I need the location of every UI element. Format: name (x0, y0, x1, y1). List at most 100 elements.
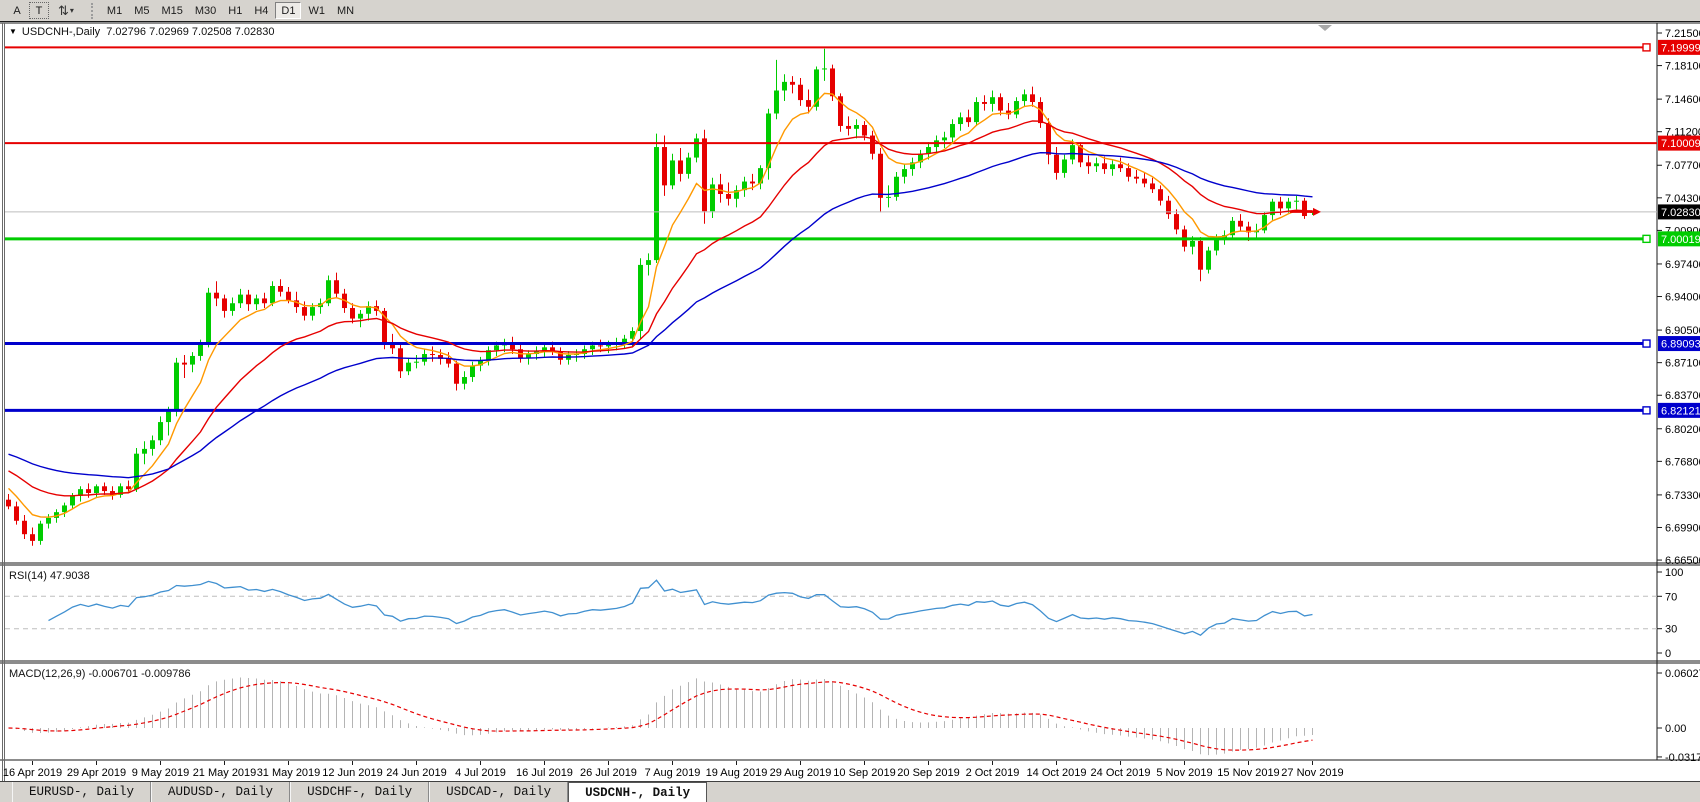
price-tick-label: 6.80200 (1665, 424, 1700, 436)
text-tool-button[interactable]: T (29, 2, 49, 19)
date-tick-label: 26 Jul 2019 (580, 767, 637, 779)
rsi-tick-label: 100 (1665, 567, 1683, 579)
price-tick-label: 6.94000 (1665, 292, 1700, 304)
chart-tab-usdcnh[interactable]: USDCNH-, Daily (568, 782, 708, 802)
rsi-pane[interactable] (5, 579, 1657, 636)
date-tick-label: 31 May 2019 (257, 767, 321, 779)
hline-drag-handle[interactable] (1642, 406, 1651, 415)
svg-text:7.10009: 7.10009 (1661, 138, 1700, 150)
timeframe-button-m5[interactable]: M5 (134, 4, 150, 17)
date-tick-label: 4 Jul 2019 (455, 767, 506, 779)
date-tick-label: 29 Apr 2019 (67, 767, 126, 779)
price-tick-label: 6.83700 (1665, 390, 1700, 402)
chart-info-bar[interactable]: ▼ USDCNH-,Daily 7.02796 7.02969 7.02508 7… (9, 26, 274, 38)
macd-tick-label: 0.060273 (1665, 668, 1700, 680)
price-tick-label: 6.76800 (1665, 456, 1700, 468)
timeframe-button-w1[interactable]: W1 (308, 4, 325, 17)
macd-tick-label: -0.031725 (1665, 752, 1700, 764)
date-axis[interactable]: 16 Apr 2019 29 Apr 2019 9 May 2019 21 May 2… (3, 761, 1344, 779)
rsi-line (48, 579, 1313, 636)
timeframe-button-h4[interactable]: H4 (254, 4, 269, 17)
date-tick-label: 29 Aug 2019 (770, 767, 832, 779)
macd-indicator-label: MACD(12,26,9) -0.006701 -0.009786 (9, 668, 191, 680)
date-tick-label: 2 Oct 2019 (966, 767, 1020, 779)
hline-7.19999[interactable] (5, 43, 1651, 52)
rsi-tick-label: 0 (1665, 648, 1671, 660)
rsi-tick-label: 30 (1665, 624, 1677, 636)
date-tick-label: 10 Sep 2019 (833, 767, 895, 779)
chart-tab-eurusd[interactable]: EURUSD-, Daily (12, 782, 152, 802)
svg-text:7.00019: 7.00019 (1661, 234, 1700, 246)
date-tick-label: 21 May 2019 (193, 767, 257, 779)
symbol-ohlc-text: USDCNH-,Daily 7.02796 7.02969 7.02508 7.… (21, 26, 275, 38)
date-tick-label: 19 Aug 2019 (706, 767, 768, 779)
svg-text:6.89093: 6.89093 (1661, 339, 1700, 351)
date-tick-label: 14 Oct 2019 (1027, 767, 1087, 779)
macd-pane[interactable] (8, 677, 1313, 756)
hline-6.89093[interactable] (5, 339, 1651, 348)
chevron-down-icon: ▾ (69, 6, 74, 15)
date-tick-label: 15 Nov 2019 (1217, 767, 1279, 779)
timeframe-button-m30[interactable]: M30 (194, 4, 217, 17)
hline-drag-handle[interactable] (1642, 43, 1651, 52)
chart-dropdown-icon[interactable]: ▼ (9, 27, 17, 36)
timeframe-button-m15[interactable]: M15 (161, 4, 183, 17)
date-tick-label: 27 Nov 2019 (1281, 767, 1343, 779)
date-tick-label: 12 Jun 2019 (322, 767, 383, 779)
hline-7.00019[interactable] (5, 234, 1651, 244)
price-tag-6.82121: 6.82121 (1658, 402, 1700, 418)
rsi-indicator-label: RSI(14) 47.9038 (9, 570, 90, 582)
svg-text:7.02830: 7.02830 (1661, 207, 1700, 219)
hline-drag-handle[interactable] (1642, 339, 1651, 348)
price-tick-label: 7.07700 (1665, 160, 1700, 172)
toolbar-separator (90, 2, 94, 19)
svg-text:6.82121: 6.82121 (1661, 405, 1700, 417)
arrows-tool-button[interactable]: ⇅ ▾ (53, 2, 79, 19)
chart-tabs-bar: EURUSD-, Daily AUDUSD-, Daily USDCHF-, Dai… (0, 781, 1700, 802)
price-tag-7.19999: 7.19999 (1658, 39, 1700, 55)
price-tick-label: 7.21500 (1665, 28, 1700, 40)
date-tick-label: 16 Jul 2019 (516, 767, 573, 779)
price-tick-label: 6.66500 (1665, 555, 1700, 567)
price-tick-label: 6.69900 (1665, 522, 1700, 534)
macd-signal-line (8, 681, 1313, 751)
timeframe-button-h1[interactable]: H1 (228, 4, 243, 17)
candlestick-layer (6, 48, 1315, 546)
date-tick-label: 24 Jun 2019 (386, 767, 447, 779)
date-tick-label: 16 Apr 2019 (3, 767, 62, 779)
arrows-tool-icon: ⇅ (58, 3, 69, 18)
rsi-tick-label: 70 (1665, 591, 1677, 603)
svg-text:7.19999: 7.19999 (1661, 42, 1700, 54)
price-tag-7.10009: 7.10009 (1658, 135, 1700, 151)
chart-tab-usdcad[interactable]: USDCAD-, Daily (429, 782, 569, 802)
date-tick-label: 5 Nov 2019 (1156, 767, 1212, 779)
ma-mid-red (8, 120, 1313, 497)
price-tick-label: 6.97400 (1665, 259, 1700, 271)
hline-drag-handle[interactable] (1642, 234, 1651, 244)
price-tick-label: 7.14600 (1665, 94, 1700, 106)
price-tick-label: 7.18100 (1665, 61, 1700, 73)
timeframe-button-d1[interactable]: D1 (275, 2, 302, 19)
date-tick-label: 20 Sep 2019 (897, 767, 959, 779)
price-axis[interactable]: 7.215007.181007.146007.112007.077007.043… (1657, 28, 1700, 764)
date-tick-label: 9 May 2019 (132, 767, 189, 779)
top-toolbar: A T ⇅ ▾ M1 M5 M15 M30 H1 H4 D1 W1 MN (0, 0, 1700, 22)
price-tag-7.00019: 7.00019 (1658, 231, 1700, 247)
chart-shift-marker[interactable] (1318, 25, 1332, 31)
price-tick-label: 6.87100 (1665, 358, 1700, 370)
timeframe-button-mn[interactable]: MN (336, 4, 355, 17)
price-tag-6.89093: 6.89093 (1658, 336, 1700, 352)
ma-fast-orange (8, 92, 1313, 518)
chart-tab-usdchf[interactable]: USDCHF-, Daily (290, 782, 430, 802)
price-tick-label: 6.73300 (1665, 490, 1700, 502)
hline-6.82121[interactable] (5, 406, 1651, 415)
timeframe-button-m1[interactable]: M1 (106, 4, 123, 17)
text-label-tool-button[interactable]: A (13, 4, 21, 17)
date-tick-label: 7 Aug 2019 (645, 767, 701, 779)
price-pane[interactable] (5, 43, 1657, 546)
chart-tab-audusd[interactable]: AUDUSD-, Daily (151, 782, 291, 802)
date-tick-label: 24 Oct 2019 (1091, 767, 1151, 779)
price-tag-7.02830: 7.02830 (1658, 204, 1700, 220)
